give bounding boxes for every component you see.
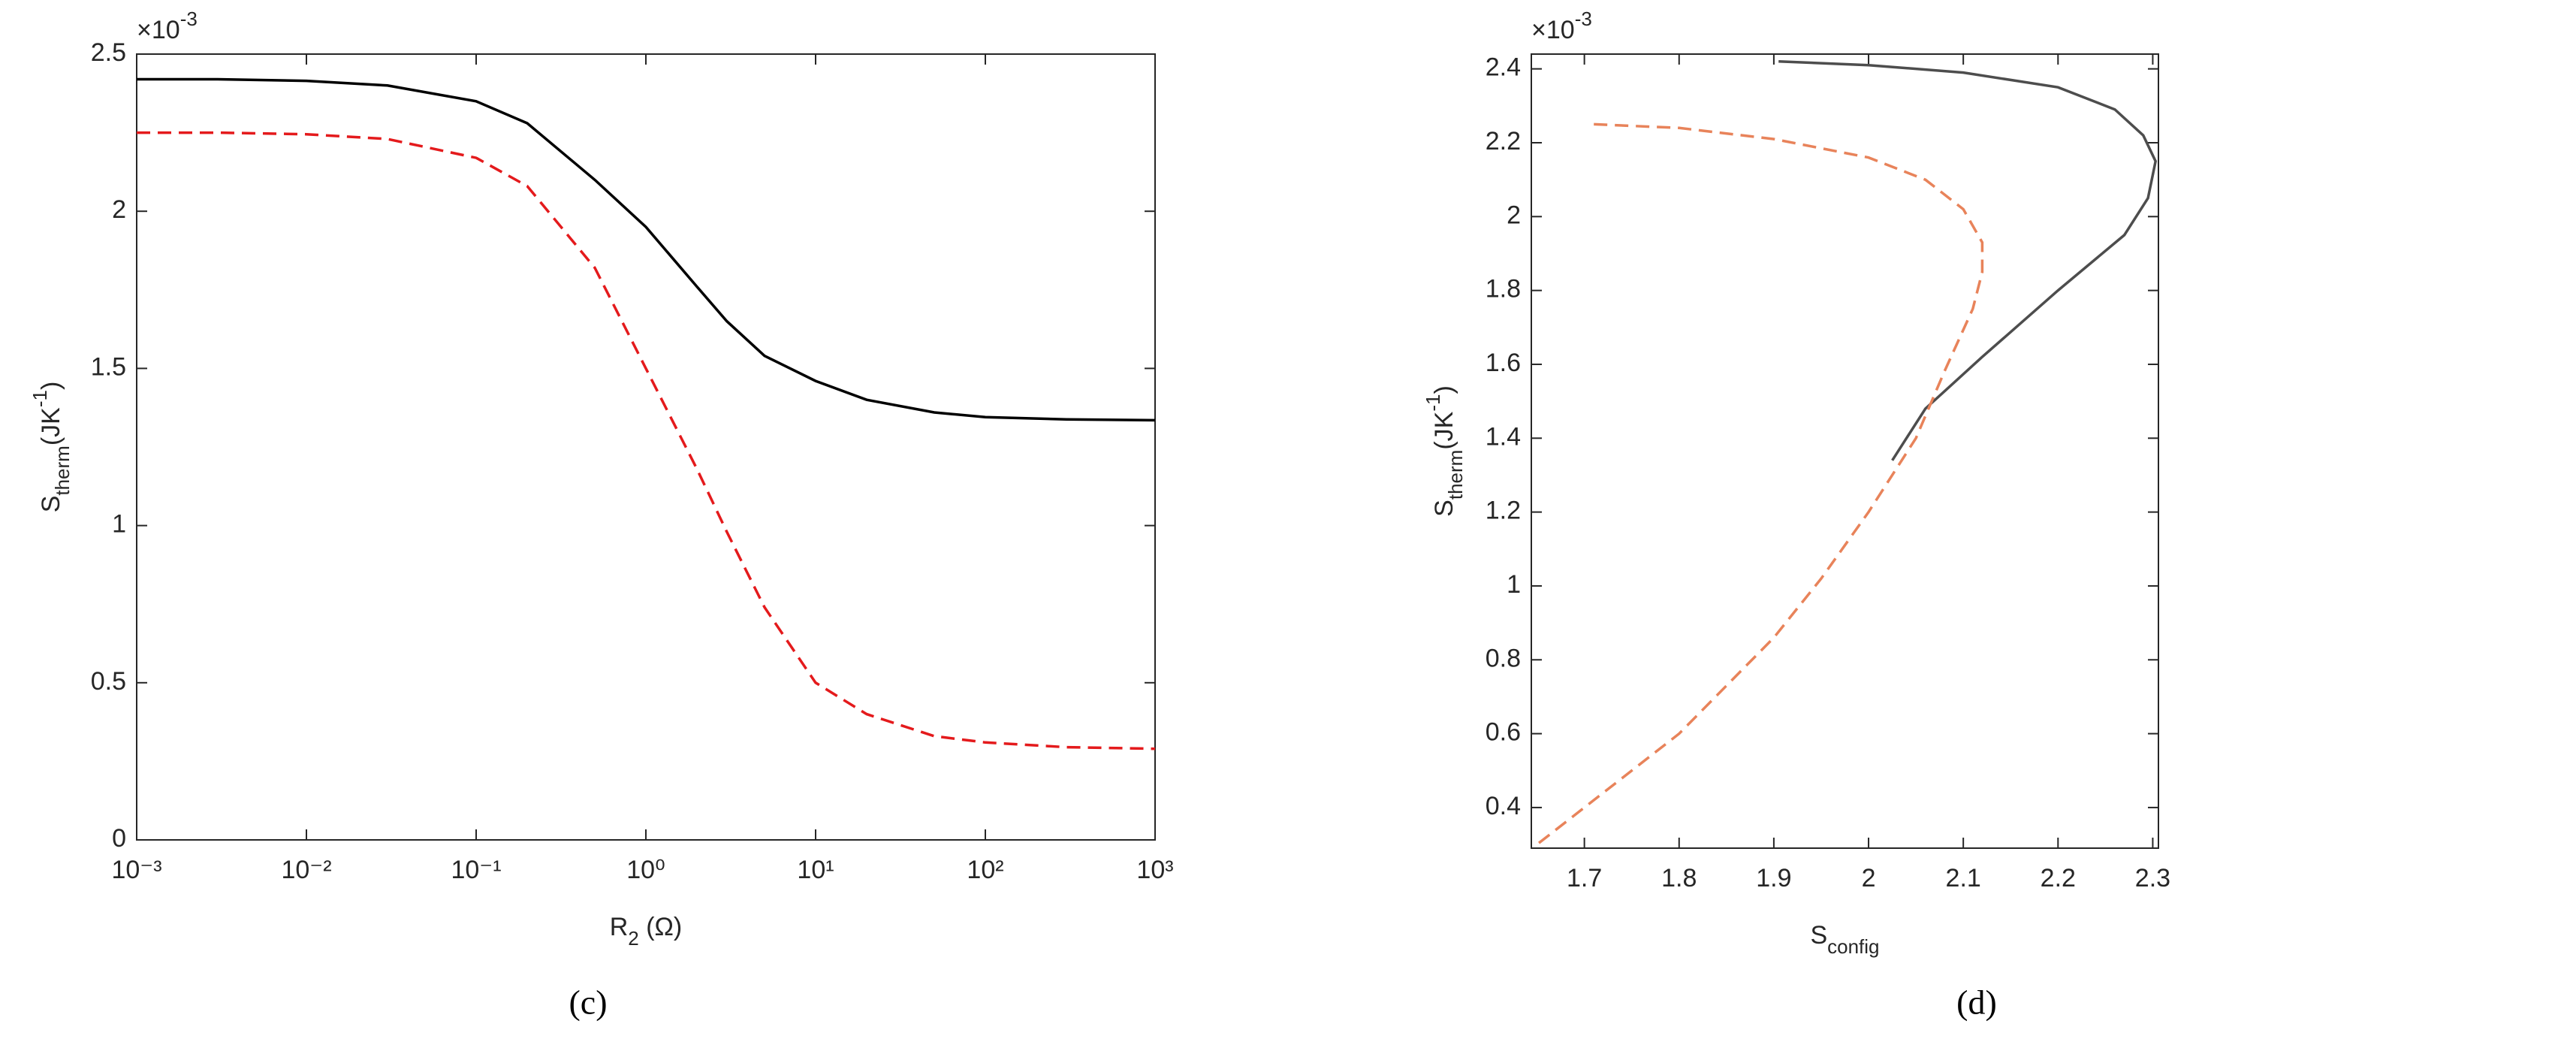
x-tick-label: 10⁻³	[111, 856, 161, 884]
y-axis-label: Stherm(JK-1)	[29, 382, 74, 513]
x-axis-label: Sconfig	[1810, 921, 1879, 958]
y-tick-label: 2	[112, 195, 126, 224]
y-tick-label: 1.5	[91, 352, 126, 381]
y-tick-label: 2.2	[1486, 127, 1521, 156]
label-part: 2	[628, 927, 638, 950]
x-tick-label: 10⁻²	[281, 856, 331, 884]
label-part: config	[1827, 935, 1879, 958]
x-tick-label: 2	[1862, 864, 1876, 892]
series-line	[137, 77, 1156, 422]
axis-multiplier: ×10-3	[137, 8, 198, 44]
x-tick-label: 10²	[967, 856, 1003, 884]
label-part: )	[1430, 385, 1458, 394]
panel-caption: (d)	[1956, 983, 1997, 1022]
x-tick-label: 1.8	[1661, 864, 1697, 892]
x-tick-label: 1.9	[1756, 864, 1791, 892]
x-tick-label: 10³	[1136, 856, 1173, 884]
y-tick-label: 0.6	[1486, 718, 1521, 747]
y-tick-label: 2	[1507, 201, 1521, 229]
x-tick-label: 2.1	[1946, 864, 1981, 892]
label-part: (JK	[37, 407, 65, 445]
y-tick-label: 1.6	[1486, 349, 1521, 377]
plot-frame	[1531, 53, 2159, 849]
label-part: (Ω)	[639, 913, 683, 941]
label-part: therm	[51, 445, 74, 495]
label-part: -1	[29, 390, 51, 407]
y-tick-label: 1	[1507, 570, 1521, 599]
y-tick-label: 1	[112, 510, 126, 539]
label-part: S	[1430, 500, 1458, 517]
x-tick-label: 10¹	[797, 856, 834, 884]
label-part: )	[37, 382, 65, 390]
y-tick-label: 0	[112, 824, 126, 853]
axis-multiplier: ×10-3	[1531, 8, 1592, 44]
series-line	[137, 131, 1156, 750]
y-tick-label: 1.2	[1486, 497, 1521, 525]
x-axis-label: R2 (Ω)	[610, 913, 683, 950]
y-tick-label: 2.4	[1486, 53, 1521, 82]
series-line	[1536, 122, 1984, 846]
y-tick-label: 2.5	[91, 38, 126, 67]
label-part: S	[37, 496, 65, 513]
label-part: therm	[1444, 450, 1467, 500]
panel-caption: (c)	[569, 983, 607, 1022]
label-part: R	[610, 913, 629, 941]
label-part: -3	[180, 8, 198, 30]
plot-frame	[136, 53, 1156, 841]
x-tick-label: 10⁻¹	[451, 856, 501, 884]
label-part: ×10	[1531, 16, 1575, 44]
label-part: -1	[1422, 394, 1444, 412]
y-tick-label: 0.8	[1486, 644, 1521, 672]
y-tick-label: 0.5	[91, 667, 126, 696]
x-tick-label: 2.2	[2041, 864, 2076, 892]
label-part: -3	[1575, 8, 1592, 30]
series-line	[1778, 60, 2158, 461]
y-tick-label: 1.4	[1486, 422, 1521, 451]
label-part: (JK	[1430, 411, 1458, 449]
y-tick-label: 0.4	[1486, 792, 1521, 820]
y-axis-label: Stherm(JK-1)	[1422, 385, 1467, 517]
label-part: S	[1810, 921, 1827, 950]
x-tick-label: 1.7	[1567, 864, 1602, 892]
label-part: ×10	[137, 16, 180, 44]
x-tick-label: 10⁰	[626, 856, 665, 884]
y-tick-label: 1.8	[1486, 275, 1521, 304]
x-tick-label: 2.3	[2135, 864, 2170, 892]
